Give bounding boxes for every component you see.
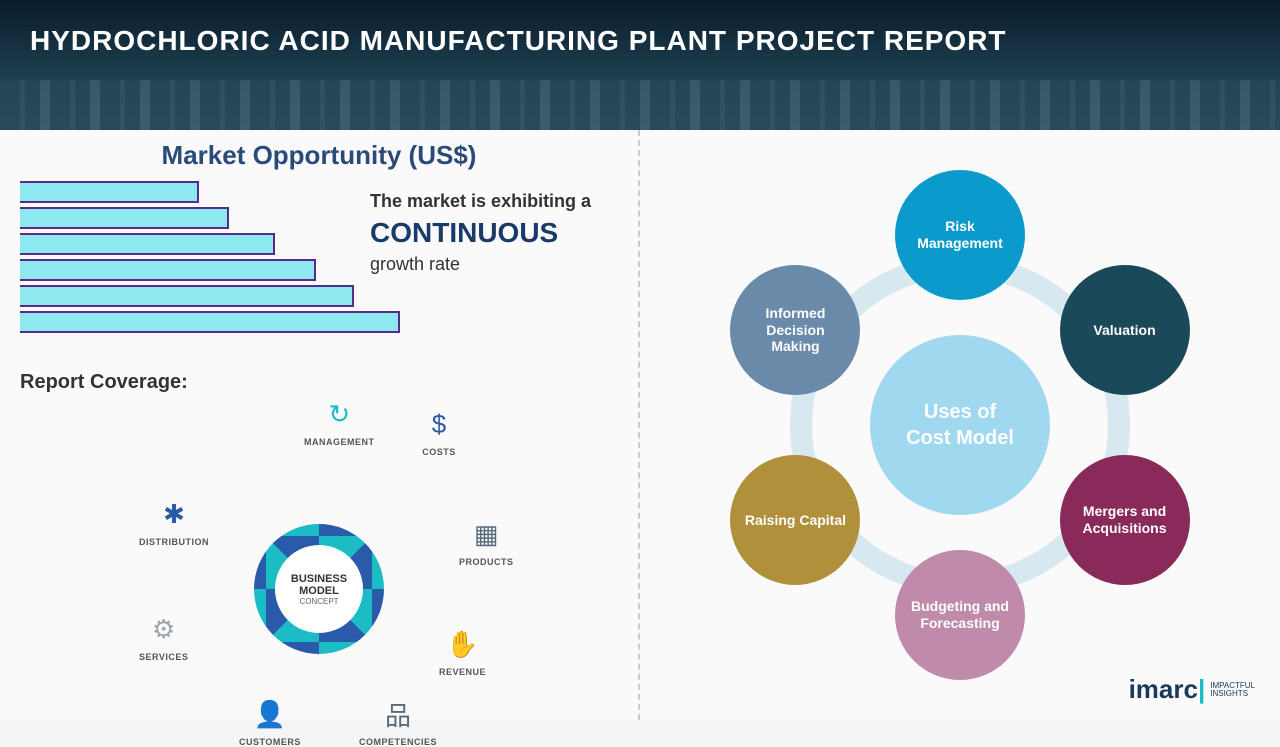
bm-label: CUSTOMERS <box>239 737 301 747</box>
chart-bar <box>20 285 354 307</box>
bm-label: PRODUCTS <box>459 557 514 567</box>
use-circle-valuation: Valuation <box>1060 265 1190 395</box>
distribution-icon: ✱ <box>154 494 194 534</box>
growth-big: CONTINUOUS <box>370 217 610 249</box>
chart-bar <box>20 233 275 255</box>
brand-logo: imarc| IMPACTFUL INSIGHTS <box>1129 674 1255 705</box>
market-chart: The market is exhibiting a CONTINUOUS gr… <box>20 181 618 361</box>
bm-item-costs: $ COSTS <box>419 404 459 457</box>
market-title: Market Opportunity (US$) <box>20 140 618 171</box>
chart-bar <box>20 207 229 229</box>
bm-item-revenue: ✋ REVENUE <box>439 624 486 677</box>
costs-icon: $ <box>419 404 459 444</box>
bm-item-distribution: ✱ DISTRIBUTION <box>139 494 209 547</box>
bm-label: DISTRIBUTION <box>139 537 209 547</box>
products-icon: ▦ <box>466 514 506 554</box>
bm-label: SERVICES <box>139 652 188 662</box>
left-panel: Market Opportunity (US$) The market is e… <box>0 130 640 720</box>
chart-bar <box>20 311 400 333</box>
page-title: HYDROCHLORIC ACID MANUFACTURING PLANT PR… <box>30 25 1007 57</box>
bm-item-management: ↻ MANAGEMENT <box>304 394 375 447</box>
chart-bar <box>20 259 316 281</box>
bm-center-line2: MODEL <box>299 585 339 597</box>
bm-item-competencies: 品 COMPETENCIES <box>359 694 437 747</box>
skyline-decoration <box>0 80 1280 130</box>
management-icon: ↻ <box>319 394 359 434</box>
logo-tagline: IMPACTFUL INSIGHTS <box>1210 682 1255 698</box>
bm-center-line3: CONCEPT <box>299 597 338 606</box>
bm-item-products: ▦ PRODUCTS <box>459 514 514 567</box>
bm-center-line1: BUSINESS <box>291 573 347 585</box>
use-circle-mergers: Mergers and Acquisitions <box>1060 455 1190 585</box>
header: HYDROCHLORIC ACID MANUFACTURING PLANT PR… <box>0 0 1280 130</box>
content-area: Market Opportunity (US$) The market is e… <box>0 130 1280 720</box>
revenue-icon: ✋ <box>443 624 483 664</box>
use-circle-raising: Raising Capital <box>730 455 860 585</box>
chart-bar <box>20 181 199 203</box>
bm-item-customers: 👤 CUSTOMERS <box>239 694 301 747</box>
growth-line2: growth rate <box>370 254 610 275</box>
business-model-center: BUSINESS MODEL CONCEPT <box>254 524 384 654</box>
right-panel: Uses ofCost Model Risk Management Valuati… <box>640 130 1280 720</box>
bm-label: COMPETENCIES <box>359 737 437 747</box>
bm-label: COSTS <box>419 447 459 457</box>
growth-text: The market is exhibiting a CONTINUOUS gr… <box>370 191 610 275</box>
business-model-diagram: BUSINESS MODEL CONCEPT ↻ MANAGEMENT $ COSTS… <box>109 394 529 744</box>
customers-icon: 👤 <box>250 694 290 734</box>
center-circle: Uses ofCost Model <box>870 335 1050 515</box>
growth-line1: The market is exhibiting a <box>370 191 610 212</box>
report-coverage-label: Report Coverage: <box>20 371 618 394</box>
bm-label: REVENUE <box>439 667 486 677</box>
bm-label: MANAGEMENT <box>304 437 375 447</box>
use-circle-budgeting: Budgeting and Forecasting <box>895 550 1025 680</box>
logo-text: imarc| <box>1129 674 1206 705</box>
use-circle-informed: Informed Decision Making <box>730 265 860 395</box>
bm-item-services: ⚙ SERVICES <box>139 609 188 662</box>
competencies-icon: 品 <box>378 694 418 734</box>
use-circle-risk: Risk Management <box>895 170 1025 300</box>
center-text: Uses ofCost Model <box>906 399 1014 451</box>
services-icon: ⚙ <box>144 609 184 649</box>
cost-model-diagram: Uses ofCost Model Risk Management Valuati… <box>690 155 1230 695</box>
